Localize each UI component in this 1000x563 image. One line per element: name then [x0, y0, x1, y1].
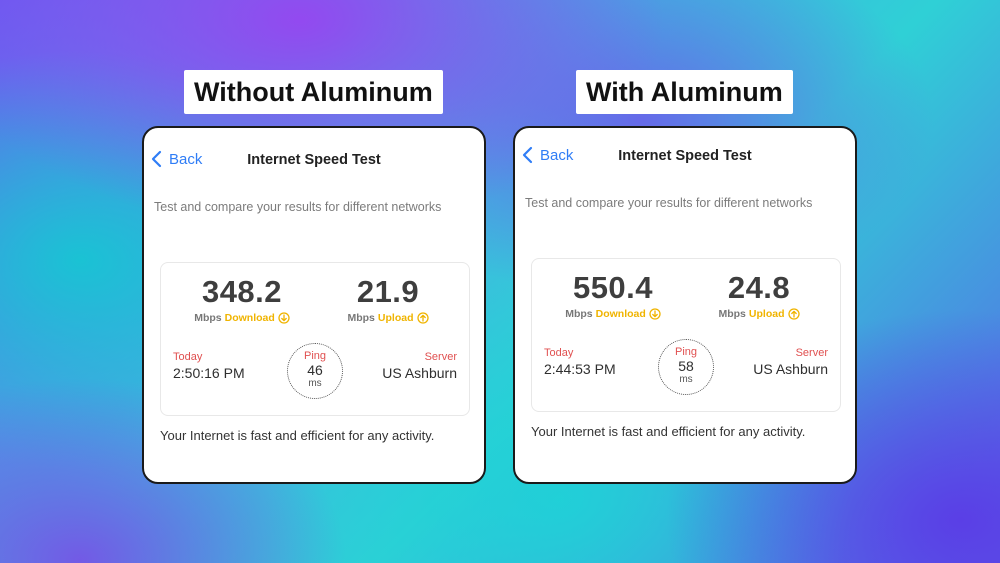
page-title: Internet Speed Test	[247, 152, 381, 168]
download-label: Download	[224, 312, 275, 324]
test-time: 2:44:53 PM	[544, 361, 616, 377]
subtitle-text: Test and compare your results for differ…	[525, 196, 813, 210]
server-block: Server US Ashburn	[753, 347, 828, 377]
arrow-down-circle-icon	[649, 308, 661, 320]
ping-value: 46	[307, 362, 323, 378]
ping-units: ms	[308, 378, 322, 389]
upload-units: Mbps	[347, 312, 375, 324]
subtitle-text: Test and compare your results for differ…	[154, 200, 442, 214]
download-value: 550.4	[572, 270, 654, 305]
arrow-up-circle-icon	[787, 308, 800, 320]
arrow-up-circle-icon	[416, 312, 429, 324]
chevron-left-icon	[522, 146, 533, 164]
server-location: US Ashburn	[382, 365, 457, 381]
server-label: Server	[424, 351, 457, 363]
ping-label: Ping	[303, 350, 327, 362]
upload-metric: 21.9 Mbps Upload	[313, 275, 463, 324]
label-without-aluminum: Without Aluminum	[184, 70, 443, 114]
label-with-aluminum: With Aluminum	[576, 70, 793, 114]
result-summary: Your Internet is fast and efficient for …	[160, 428, 435, 443]
server-label: Server	[795, 347, 828, 359]
test-time: 2:50:16 PM	[173, 365, 245, 381]
ping-units: ms	[679, 374, 693, 385]
ping-value: 58	[678, 358, 694, 374]
upload-label: Upload	[748, 308, 785, 320]
speed-test-panel-without: Back Internet Speed Test Test and compar…	[142, 126, 486, 484]
ping-gauge: Ping 58 ms	[658, 339, 714, 395]
today-label: Today	[544, 347, 574, 359]
result-summary: Your Internet is fast and efficient for …	[531, 424, 806, 439]
download-units: Mbps	[194, 312, 222, 324]
ping-label: Ping	[674, 346, 698, 358]
server-block: Server US Ashburn	[382, 351, 457, 381]
upload-label: Upload	[377, 312, 414, 324]
results-card: 348.2 Mbps Download 21.9 Mbps Upload Tod…	[160, 262, 470, 416]
download-label: Download	[595, 308, 646, 320]
upload-value: 24.8	[727, 270, 791, 305]
back-label: Back	[540, 146, 574, 164]
back-button[interactable]: Back	[521, 146, 573, 164]
back-button[interactable]: Back	[150, 150, 202, 168]
page-title: Internet Speed Test	[618, 148, 752, 164]
today-label: Today	[173, 351, 203, 363]
download-units: Mbps	[565, 308, 593, 320]
upload-metric: 24.8 Mbps Upload	[684, 271, 834, 320]
arrow-down-circle-icon	[278, 312, 290, 324]
ping-gauge: Ping 46 ms	[287, 343, 343, 399]
today-block: Today 2:50:16 PM	[173, 351, 245, 381]
server-location: US Ashburn	[753, 361, 828, 377]
today-block: Today 2:44:53 PM	[544, 347, 616, 377]
speed-test-panel-with: Back Internet Speed Test Test and compar…	[513, 126, 857, 484]
chevron-left-icon	[151, 150, 162, 168]
upload-units: Mbps	[718, 308, 746, 320]
download-metric: 348.2 Mbps Download	[167, 275, 317, 324]
back-label: Back	[169, 150, 203, 168]
download-value: 348.2	[201, 274, 283, 309]
download-metric: 550.4 Mbps Download	[538, 271, 688, 320]
results-card: 550.4 Mbps Download 24.8 Mbps Upload Tod…	[531, 258, 841, 412]
upload-value: 21.9	[356, 274, 420, 309]
